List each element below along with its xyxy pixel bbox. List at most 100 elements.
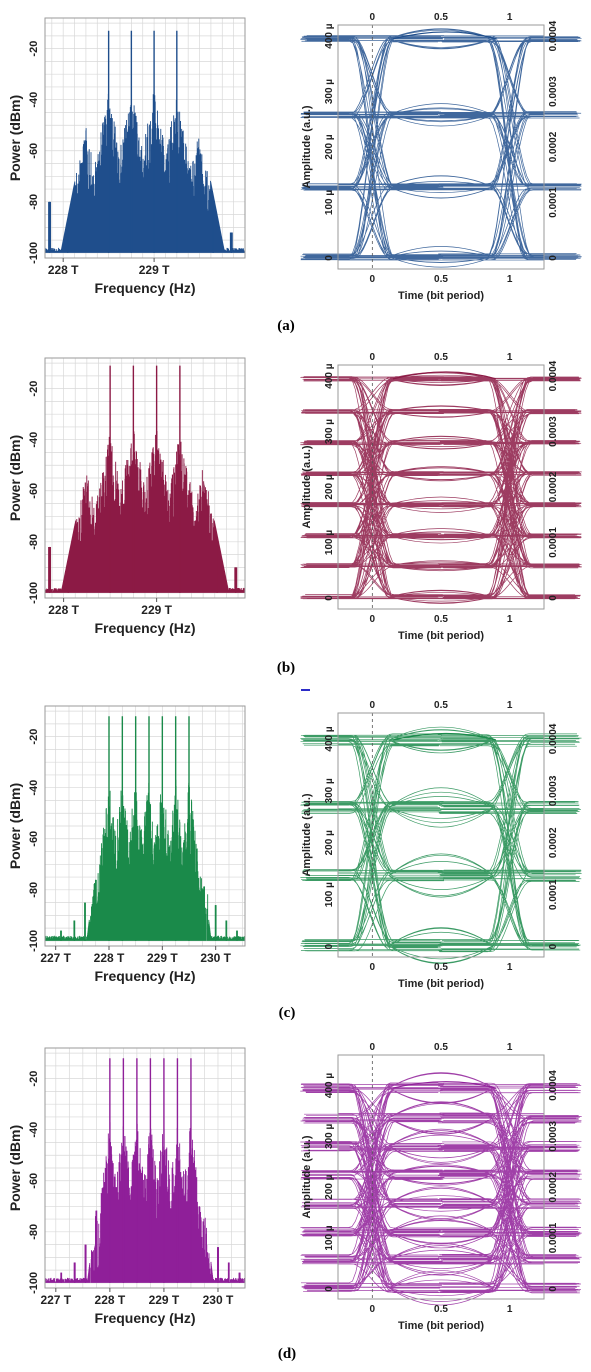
y-tick-label-right: 0.0001 <box>548 187 559 218</box>
y-axis-label: Power (dBm) <box>7 95 23 181</box>
y-tick-label: -60 <box>28 1173 40 1189</box>
x-tick-label: 228 T <box>48 603 79 617</box>
plot-frame <box>44 1047 246 1289</box>
y-tick-label: 400 µ <box>324 726 335 751</box>
caption-d: (d) <box>277 1346 297 1362</box>
y-axis-label: Power (dBm) <box>7 783 23 869</box>
y-tick-label-right: 0.0002 <box>548 1171 559 1202</box>
y-tick-label: 100 µ <box>324 530 335 555</box>
x-tick-label-top: 0.5 <box>434 700 448 711</box>
y-tick-label: -60 <box>28 831 40 847</box>
y-axis-label: Amplitude (a.u.) <box>301 793 313 876</box>
y-tick-label-right: 0 <box>548 943 559 949</box>
x-tick-label: 0.5 <box>434 614 448 625</box>
y-tick-label-right: 0.0004 <box>548 360 559 391</box>
caption-a: (a) <box>277 318 295 334</box>
y-tick-label: 0 <box>324 1286 335 1292</box>
x-tick-label: 230 T <box>203 1293 234 1307</box>
x-tick-label: 229 T <box>141 603 172 617</box>
y-tick-label-right: 0.0003 <box>548 1121 559 1152</box>
y-tick-label: -100 <box>28 930 40 952</box>
x-tick-label: 230 T <box>200 951 231 965</box>
y-tick-label: 200 µ <box>324 830 335 855</box>
x-tick-label-top: 0 <box>370 352 376 363</box>
y-axis-label: Power (dBm) <box>7 435 23 521</box>
x-tick-label-top: 1 <box>507 1042 513 1053</box>
y-tick-label: -80 <box>28 194 40 210</box>
y-tick-label-right: 0.0001 <box>548 879 559 910</box>
x-tick-label: 0 <box>370 1304 376 1315</box>
y-tick-label: 200 µ <box>324 134 335 159</box>
plot-frame <box>44 357 246 599</box>
y-tick-label: 200 µ <box>324 1174 335 1199</box>
y-tick-label: 100 µ <box>324 190 335 215</box>
y-tick-label: 300 µ <box>324 419 335 444</box>
x-axis-label: Time (bit period) <box>398 630 484 642</box>
eye-overshoot <box>392 371 497 380</box>
eye-diagram-c: 0 0 0.5 0.5 1 1 0 0 100 µ 0.0001 200 µ 0.0002 300 µ 0… <box>300 700 582 990</box>
y-tick-label: -100 <box>28 1272 40 1294</box>
y-tick-label: 400 µ <box>324 23 335 48</box>
y-tick-label-right: 0.0002 <box>548 471 559 502</box>
eye-diagram-a: 0 0 0.5 0.5 1 1 0 0 100 µ 0.0001 200 µ 0.0002 300 µ 0… <box>300 12 582 302</box>
y-tick-label: -40 <box>28 1122 40 1138</box>
x-tick-label: 229 T <box>149 1293 180 1307</box>
y-tick-label: 100 µ <box>324 882 335 907</box>
plot-frame <box>44 17 246 259</box>
y-tick-label-right: 0.0004 <box>548 723 559 754</box>
y-tick-label: -20 <box>28 381 40 397</box>
y-tick-label: 0 <box>324 595 335 601</box>
y-tick-label: 100 µ <box>324 1225 335 1250</box>
y-tick-label-right: 0.0001 <box>548 1222 559 1253</box>
x-tick-label-top: 0.5 <box>434 1042 448 1053</box>
y-tick-label-right: 0.0003 <box>548 416 559 447</box>
x-axis-label: Frequency (Hz) <box>94 620 195 636</box>
x-tick-label: 1 <box>507 1304 513 1315</box>
eye-diagram-b: 0 0 0.5 0.5 1 1 0 0 100 µ 0.0001 200 µ 0.0002 300 µ 0… <box>300 352 582 642</box>
x-tick-label: 0 <box>370 274 376 285</box>
y-tick-label: 0 <box>324 943 335 949</box>
x-axis-label: Time (bit period) <box>398 978 484 990</box>
y-tick-label: -20 <box>28 41 40 57</box>
x-tick-label: 229 T <box>139 263 170 277</box>
x-tick-label: 1 <box>507 274 513 285</box>
eye-trace-bundle <box>300 1072 582 1306</box>
y-tick-label: 300 µ <box>324 79 335 104</box>
x-tick-label-top: 0 <box>370 12 376 23</box>
plot-frame <box>337 712 545 958</box>
x-tick-label: 0 <box>370 962 376 973</box>
y-tick-label: 0 <box>324 255 335 261</box>
eye-traces <box>300 1072 582 1306</box>
y-tick-label: -40 <box>28 432 40 448</box>
x-axis-label: Frequency (Hz) <box>94 968 195 984</box>
y-tick-label-right: 0.0003 <box>548 775 559 806</box>
stray-dash-mark <box>301 689 310 691</box>
y-tick-label: -20 <box>28 1071 40 1087</box>
y-tick-label: 400 µ <box>324 363 335 388</box>
y-tick-label-right: 0.0004 <box>548 20 559 51</box>
eye-overshoot <box>392 1081 497 1089</box>
x-tick-label-top: 0.5 <box>434 12 448 23</box>
y-axis-label: Amplitude (a.u.) <box>301 445 313 528</box>
y-axis-label: Amplitude (a.u.) <box>301 1135 313 1218</box>
x-tick-label-top: 1 <box>507 12 513 23</box>
eye-trace-bundle <box>300 726 582 964</box>
y-tick-label-right: 0.0002 <box>548 131 559 162</box>
y-tick-label: 200 µ <box>324 474 335 499</box>
x-tick-label: 229 T <box>147 951 178 965</box>
eye-traces <box>300 726 582 964</box>
caption-b: (b) <box>276 660 296 676</box>
x-tick-label: 228 T <box>48 263 79 277</box>
x-tick-label-top: 0 <box>370 1042 376 1053</box>
x-tick-label: 0 <box>370 614 376 625</box>
x-tick-label-top: 1 <box>507 352 513 363</box>
eye-traces <box>300 371 582 604</box>
y-tick-label: 300 µ <box>324 1123 335 1148</box>
y-tick-label: -100 <box>28 242 40 264</box>
x-tick-label: 227 T <box>40 1293 71 1307</box>
y-axis-label: Power (dBm) <box>7 1125 23 1211</box>
x-tick-label: 0.5 <box>434 1304 448 1315</box>
x-tick-label: 227 T <box>40 951 71 965</box>
y-tick-label-right: 0.0004 <box>548 1070 559 1101</box>
